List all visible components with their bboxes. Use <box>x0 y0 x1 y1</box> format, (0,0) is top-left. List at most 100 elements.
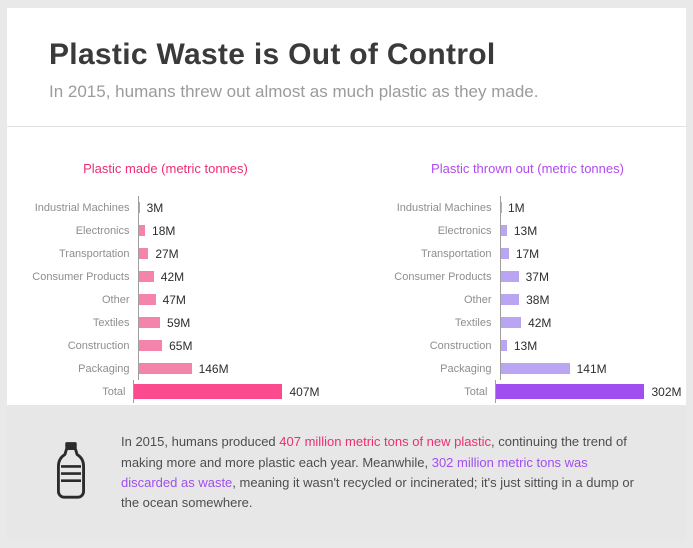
bar-track: 1M <box>499 196 682 219</box>
category-label: Industrial Machines <box>34 201 130 214</box>
bar <box>138 294 156 305</box>
bar <box>500 294 520 305</box>
bar-track: 59M <box>137 311 320 334</box>
bar-track: 13M <box>499 219 682 242</box>
bar-track: 141M <box>499 357 682 380</box>
bar <box>500 248 509 259</box>
bar <box>500 271 519 282</box>
value-label: 407M <box>289 384 320 399</box>
chart-rows: Industrial Machines 1M Electronics 13M Trans… <box>374 196 682 403</box>
chart-plastic-made: Plastic made (metric tonnes) Industrial … <box>12 161 320 405</box>
header-divider <box>7 126 686 127</box>
bar <box>496 384 645 399</box>
bar-track: 302M <box>495 380 682 403</box>
chart-row: Packaging 141M <box>374 357 682 380</box>
chart-row: Total 407M <box>12 380 320 403</box>
category-label: Industrial Machines <box>396 201 492 214</box>
chart-row: Industrial Machines 1M <box>374 196 682 219</box>
chart-row: Construction 13M <box>374 334 682 357</box>
page-title: Plastic Waste is Out of Control <box>49 38 496 71</box>
highlighted-text: 407 million metric tons of new plastic <box>279 434 491 450</box>
value-label: 302M <box>651 384 682 399</box>
value-label: 65M <box>169 338 193 353</box>
plain-text: In 2015, humans produced <box>121 434 280 450</box>
header: Plastic Waste is Out of Control In 2015,… <box>7 8 686 126</box>
summary-footer: In 2015, humans produced 407 million met… <box>7 405 686 540</box>
category-label: Electronics <box>75 224 130 237</box>
category-label: Other <box>101 293 130 306</box>
chart-row: Textiles 59M <box>12 311 320 334</box>
category-label: Transportation <box>58 247 130 260</box>
category-label: Total <box>464 385 488 398</box>
bar <box>138 271 154 282</box>
bar <box>138 317 160 328</box>
plastic-bottle-icon <box>51 441 91 504</box>
category-label: Total <box>102 385 126 398</box>
category-label: Packaging <box>440 362 492 375</box>
category-label: Consumer Products <box>32 270 130 283</box>
bar-track: 42M <box>137 265 320 288</box>
category-label: Construction <box>67 339 130 352</box>
value-label: 17M <box>515 246 540 261</box>
value-label: 47M <box>162 292 186 307</box>
chart-row: Other 38M <box>374 288 682 311</box>
bar-track: 37M <box>499 265 682 288</box>
value-label: 146M <box>198 361 229 376</box>
infographic-card: Plastic Waste is Out of Control In 2015,… <box>7 8 686 540</box>
highlighted-text: 302 million metric tons was discarded as… <box>121 454 588 490</box>
bar-track: 3M <box>137 196 320 219</box>
chart-plastic-thrown-out: Plastic thrown out (metric tonnes) Indus… <box>374 161 682 405</box>
chart-row: Consumer Products 42M <box>12 265 320 288</box>
bar <box>134 384 283 399</box>
category-label: Electronics <box>437 224 492 237</box>
value-label: 3M <box>146 200 164 215</box>
category-label: Transportation <box>420 247 492 260</box>
bar-track: 65M <box>137 334 320 357</box>
chart-row: Electronics 13M <box>374 219 682 242</box>
category-label: Textiles <box>454 316 492 329</box>
bar <box>138 202 140 213</box>
plain-text: , continuing the trend of making more an… <box>121 434 627 470</box>
category-label: Other <box>463 293 492 306</box>
bar <box>500 225 507 236</box>
bar-track: 27M <box>137 242 320 265</box>
chart-row: Transportation 27M <box>12 242 320 265</box>
category-label: Construction <box>429 339 492 352</box>
value-label: 37M <box>525 269 549 284</box>
bar-track: 42M <box>499 311 682 334</box>
value-label: 42M <box>160 269 185 284</box>
chart-row: Electronics 18M <box>12 219 320 242</box>
bar-track: 407M <box>133 380 320 403</box>
chart-row: Textiles 42M <box>374 311 682 334</box>
bar <box>138 340 163 351</box>
bar-track: 47M <box>137 288 320 311</box>
category-label: Consumer Products <box>394 270 492 283</box>
bar <box>138 225 146 236</box>
value-label: 18M <box>152 223 176 238</box>
chart-row: Total 302M <box>374 380 682 403</box>
chart-rows: Industrial Machines 3M Electronics 18M Trans… <box>12 196 320 403</box>
bar-track: 18M <box>137 219 320 242</box>
bar <box>500 363 570 374</box>
chart-title: Plastic made (metric tonnes) <box>83 161 248 176</box>
value-label: 42M <box>528 315 552 330</box>
footer-text: In 2015, humans produced 407 million met… <box>121 432 642 513</box>
bar-track: 17M <box>499 242 682 265</box>
value-label: 27M <box>155 246 179 261</box>
page-subtitle: In 2015, humans threw out almost as much… <box>49 82 539 101</box>
category-label: Packaging <box>78 362 130 375</box>
charts-area: Plastic made (metric tonnes) Industrial … <box>7 127 686 405</box>
bar <box>500 340 507 351</box>
bar-track: 146M <box>137 357 320 380</box>
chart-row: Consumer Products 37M <box>374 265 682 288</box>
value-label: 59M <box>166 315 191 330</box>
bar <box>138 248 149 259</box>
chart-title: Plastic thrown out (metric tonnes) <box>431 161 624 176</box>
category-label: Textiles <box>92 316 130 329</box>
value-label: 1M <box>507 200 525 215</box>
chart-row: Other 47M <box>12 288 320 311</box>
bar <box>138 363 192 374</box>
bar-track: 13M <box>499 334 682 357</box>
bar <box>500 317 522 328</box>
value-label: 141M <box>576 361 607 376</box>
